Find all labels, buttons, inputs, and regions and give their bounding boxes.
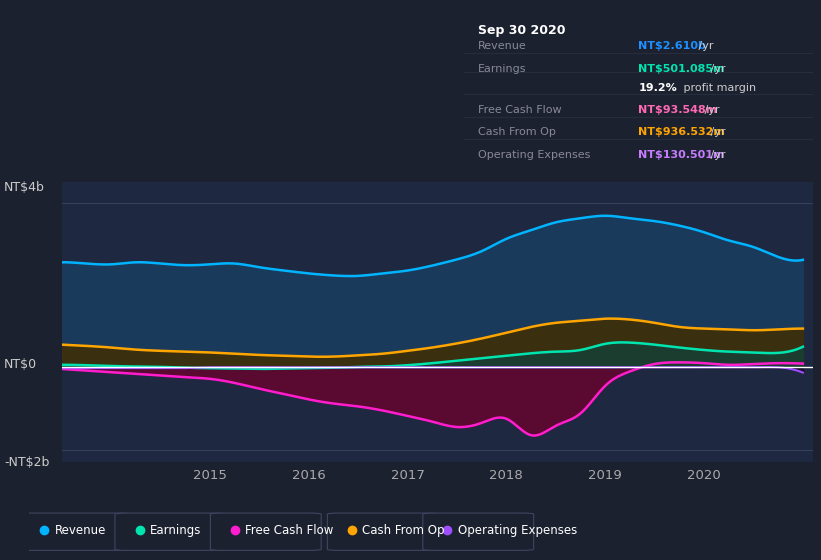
FancyBboxPatch shape xyxy=(210,513,321,550)
Text: NT$93.548m: NT$93.548m xyxy=(639,105,718,115)
Text: NT$0: NT$0 xyxy=(4,358,37,371)
Text: /yr: /yr xyxy=(695,41,713,52)
Text: NT$4b: NT$4b xyxy=(4,181,45,194)
Text: Cash From Op: Cash From Op xyxy=(363,524,445,536)
Text: profit margin: profit margin xyxy=(680,83,756,93)
Text: /yr: /yr xyxy=(708,150,726,160)
Text: /yr: /yr xyxy=(708,128,726,138)
Text: -NT$2b: -NT$2b xyxy=(4,456,49,469)
Text: Earnings: Earnings xyxy=(478,64,526,74)
Text: Free Cash Flow: Free Cash Flow xyxy=(478,105,562,115)
Text: Operating Expenses: Operating Expenses xyxy=(458,524,577,536)
Text: NT$936.532m: NT$936.532m xyxy=(639,128,725,138)
Text: Free Cash Flow: Free Cash Flow xyxy=(245,524,334,536)
Text: NT$2.610b: NT$2.610b xyxy=(639,41,706,52)
Text: Revenue: Revenue xyxy=(478,41,526,52)
Text: Revenue: Revenue xyxy=(55,524,106,536)
Text: Earnings: Earnings xyxy=(150,524,201,536)
Text: Cash From Op: Cash From Op xyxy=(478,128,556,138)
Text: Operating Expenses: Operating Expenses xyxy=(478,150,590,160)
FancyBboxPatch shape xyxy=(20,513,131,550)
Text: /yr: /yr xyxy=(708,64,726,74)
Text: NT$130.501m: NT$130.501m xyxy=(639,150,725,160)
Text: Sep 30 2020: Sep 30 2020 xyxy=(478,24,566,37)
Text: NT$501.085m: NT$501.085m xyxy=(639,64,725,74)
FancyBboxPatch shape xyxy=(423,513,534,550)
FancyBboxPatch shape xyxy=(328,513,438,550)
FancyBboxPatch shape xyxy=(115,513,226,550)
Text: 19.2%: 19.2% xyxy=(639,83,677,93)
Text: /yr: /yr xyxy=(701,105,720,115)
